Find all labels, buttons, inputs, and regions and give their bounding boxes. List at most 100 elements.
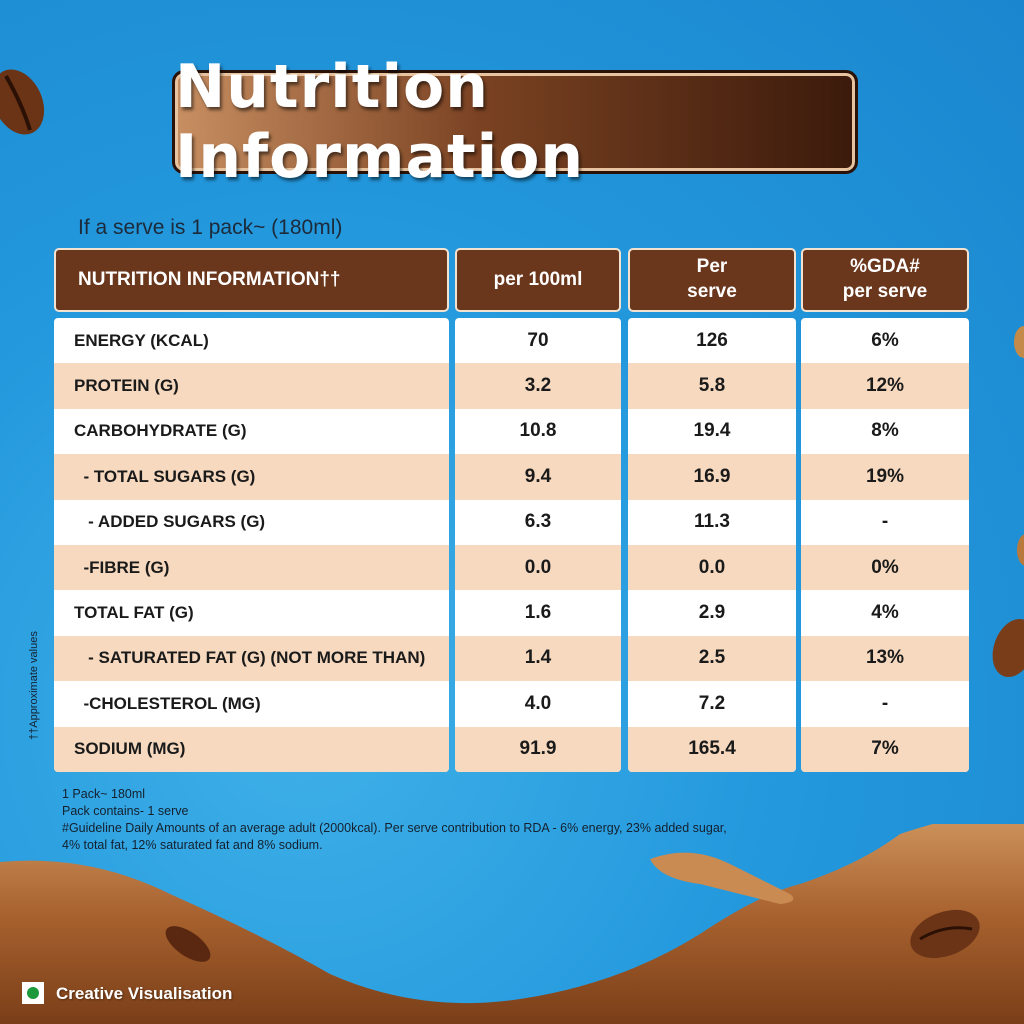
coffee-bean-icon (992, 618, 1024, 678)
gda-cell-text: - (881, 511, 889, 533)
gda-cell: 13% (801, 635, 969, 682)
per-serve-cell-text: 19.4 (693, 420, 731, 442)
nutrient-cell-text: TOTAL FAT (G) (74, 603, 194, 623)
nutrient-cell-text: - SATURATED FAT (G) (NOT MORE THAN) (74, 648, 426, 668)
nutrient-cell-text: CARBOHYDRATE (G) (74, 421, 247, 441)
header-nutrient-label: NUTRITION INFORMATION†† (78, 268, 341, 290)
gda-cell-text: 7% (871, 738, 899, 760)
nutrient-cell-text: -FIBRE (G) (74, 557, 170, 577)
nutrient-cell: SODIUM (MG) (54, 726, 449, 772)
per100-cell: 1.4 (455, 635, 621, 682)
nutrient-cell: -FIBRE (G) (54, 544, 449, 591)
coffee-bean-icon (1014, 326, 1024, 358)
per-serve-cell-text: 126 (696, 329, 728, 351)
per-serve-cell: 2.9 (628, 590, 796, 635)
gda-cell: - (801, 681, 969, 726)
gda-cell-text: 0% (871, 556, 899, 578)
header-per-serve: Per serve (628, 248, 796, 312)
per-serve-cell: 0.0 (628, 544, 796, 591)
nutrient-cell: ENERGY (KCAL) (54, 318, 449, 363)
header-nutrient: NUTRITION INFORMATION†† (54, 248, 449, 312)
per-serve-cell-text: 2.5 (698, 647, 726, 669)
per100-cell: 1.6 (455, 590, 621, 635)
creative-visualisation-label: Creative Visualisation (56, 984, 233, 1003)
per100-cell-text: 1.4 (524, 647, 552, 669)
per100-cell: 9.4 (455, 454, 621, 500)
gda-cell: 19% (801, 454, 969, 500)
gda-cell: 0% (801, 544, 969, 591)
nutrient-cell: - SATURATED FAT (G) (NOT MORE THAN) (54, 635, 449, 682)
per-serve-cell-text: 165.4 (688, 738, 736, 760)
nutrient-cell: - ADDED SUGARS (G) (54, 500, 449, 545)
per100-cell: 0.0 (455, 544, 621, 591)
footnote-line: #Guideline Daily Amounts of an average a… (62, 821, 727, 835)
gda-cell: - (801, 500, 969, 545)
column-gda: 6% 12% 8% 19% - 0% 4% 13% - 7% (801, 318, 969, 772)
coffee-splash (0, 824, 1024, 1024)
footnote-line: 1 Pack~ 180ml (62, 787, 146, 801)
gda-cell-text: 4% (871, 602, 899, 624)
gda-cell-text: 8% (871, 420, 899, 442)
per100-cell-text: 1.6 (524, 602, 552, 624)
per100-cell: 91.9 (455, 726, 621, 772)
per100-cell-text: 70 (527, 329, 549, 351)
gda-cell-text: 19% (865, 465, 905, 487)
nutrient-cell: TOTAL FAT (G) (54, 590, 449, 635)
footnote-line: Pack contains- 1 serve (62, 804, 189, 818)
nutrient-cell-text: PROTEIN (G) (74, 376, 179, 396)
nutrient-cell-text: SODIUM (MG) (74, 739, 186, 759)
gda-cell: 7% (801, 726, 969, 772)
per100-cell: 10.8 (455, 409, 621, 454)
per100-cell-text: 4.0 (524, 692, 552, 714)
column-nutrient: ENERGY (KCAL) PROTEIN (G) CARBOHYDRATE (G)… (54, 318, 449, 772)
nutrient-cell: - TOTAL SUGARS (G) (54, 454, 449, 500)
coffee-bean-icon (1017, 534, 1024, 566)
gda-cell-text: 13% (865, 647, 905, 669)
nutrient-cell-text: ENERGY (KCAL) (74, 330, 209, 350)
coffee-bean-icon (0, 69, 45, 135)
gda-cell-text: 6% (871, 329, 899, 351)
footnote-line: 4% total fat, 12% saturated fat and 8% s… (62, 838, 323, 852)
per-serve-cell: 165.4 (628, 726, 796, 772)
per-serve-cell-text: 5.8 (698, 375, 726, 397)
gda-cell: 4% (801, 590, 969, 635)
per-serve-cell: 126 (628, 318, 796, 363)
gda-cell: 12% (801, 363, 969, 409)
per100-cell: 3.2 (455, 363, 621, 409)
header-gda: %GDA# per serve (801, 248, 969, 312)
nutrient-cell-text: - ADDED SUGARS (G) (74, 512, 266, 532)
per100-cell: 70 (455, 318, 621, 363)
per-serve-cell-text: 11.3 (694, 511, 730, 533)
header-per-serve-label: Per serve (687, 256, 737, 302)
nutrient-cell: -CHOLESTEROL (MG) (54, 681, 449, 726)
per-serve-cell-text: 2.9 (698, 602, 726, 624)
per-serve-cell-text: 16.9 (693, 465, 731, 487)
gda-cell-text: 12% (865, 375, 905, 397)
nutrient-cell-text: -CHOLESTEROL (MG) (74, 693, 261, 713)
nutrient-cell-text: - TOTAL SUGARS (G) (74, 466, 256, 486)
header-gda-label: %GDA# per serve (842, 256, 928, 302)
header-per100: per 100ml (455, 248, 621, 312)
per-serve-cell-text: 0.0 (698, 556, 726, 578)
per100-cell-text: 0.0 (524, 556, 552, 578)
veg-icon (22, 982, 44, 1004)
per100-cell: 4.0 (455, 681, 621, 726)
per100-cell-text: 9.4 (524, 465, 552, 487)
per-serve-cell: 7.2 (628, 681, 796, 726)
per-serve-cell: 2.5 (628, 635, 796, 682)
gda-cell-text: - (881, 692, 889, 714)
side-note: ††Approximate values (28, 631, 40, 740)
gda-cell: 8% (801, 409, 969, 454)
per100-cell-text: 91.9 (519, 738, 557, 760)
per100-cell-text: 3.2 (524, 375, 552, 397)
nutrient-cell: PROTEIN (G) (54, 363, 449, 409)
per100-cell-text: 6.3 (524, 511, 552, 533)
serve-note: If a serve is 1 pack~ (180ml) (78, 216, 343, 239)
per-serve-cell: 19.4 (628, 409, 796, 454)
per100-cell-text: 10.8 (519, 420, 557, 442)
nutrient-cell: CARBOHYDRATE (G) (54, 409, 449, 454)
title-banner: Nutrition Information (172, 52, 858, 192)
column-per-serve: 126 5.8 19.4 16.9 11.3 0.0 2.9 2.5 7.2 165.4 (628, 318, 796, 772)
per-serve-cell: 5.8 (628, 363, 796, 409)
column-per100: 70 3.2 10.8 9.4 6.3 0.0 1.6 1.4 4.0 91.9 (455, 318, 621, 772)
